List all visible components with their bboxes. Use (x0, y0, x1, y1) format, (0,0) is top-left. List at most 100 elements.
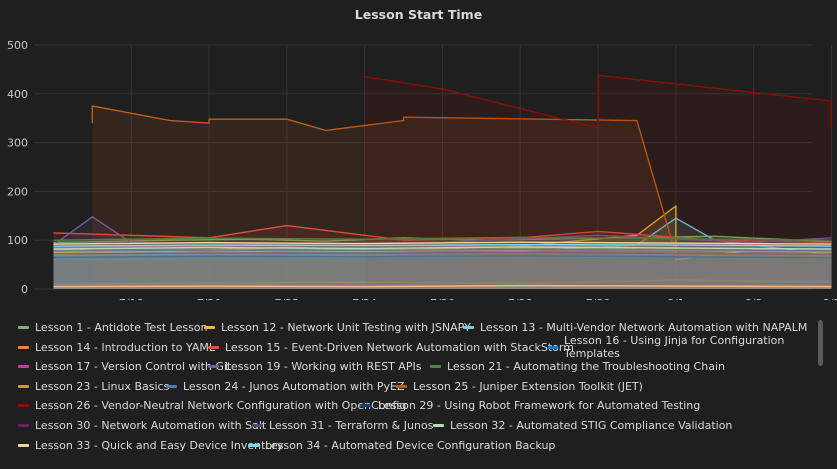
series-line (53, 246, 832, 250)
legend-item[interactable]: Lesson 29 - Using Robot Framework for Au… (361, 396, 700, 415)
legend-label: Lesson 30 - Network Automation with Salt (35, 419, 267, 432)
legend-label: Lesson 29 - Using Robot Framework for Au… (378, 399, 701, 413)
line-chart[interactable]: 0 100 200 300 400 500 7/18 7/20 7/22 7/24 7/26 7/28… (0, 0, 837, 300)
x-tick-label: 7/20 (197, 297, 222, 300)
legend-item[interactable]: Lesson 26 - Vendor-Neutral Network Confi… (18, 396, 406, 415)
legend-swatch (18, 326, 29, 329)
chart-legend: Lesson 1 - Antidote Test Lesson Lesson 12… (18, 318, 818, 464)
legend-item[interactable]: Lesson 24 - Junos Automation with PyEZ (166, 377, 405, 396)
series-line (91, 105, 832, 256)
y-tick-label: 500 (7, 39, 28, 52)
x-tick-label: 8/3 (745, 297, 763, 300)
legend-item[interactable]: Lesson 13 - Multi-Vendor Network Automat… (463, 318, 807, 337)
legend-swatch (18, 424, 29, 427)
x-tick-label: 7/28 (508, 297, 533, 300)
legend-item[interactable]: Lesson 33 - Quick and Easy Device Invent… (18, 436, 283, 455)
legend-label: Lesson 1 - Antidote Test Lesson (35, 321, 208, 334)
legend-swatch (204, 326, 215, 329)
legend-label: Lesson 16 - Using Jinja for Configuratio… (563, 334, 785, 361)
series-line (53, 248, 832, 252)
series-area (53, 255, 832, 289)
panel-title[interactable]: Lesson Start Time (354, 7, 483, 22)
legend-swatch (208, 345, 219, 349)
x-tick-label: 7/24 (352, 297, 377, 300)
series-area (53, 252, 832, 289)
legend-swatch (18, 365, 29, 369)
legend-item[interactable]: Lesson 21 - Automating the Troubleshooti… (430, 357, 725, 376)
legend-label: Lesson 26 - Vendor-Neutral Network Confi… (35, 399, 407, 413)
legend-swatch (548, 345, 558, 349)
legend-label: Lesson 25 - Juniper Extension Toolkit (J… (413, 379, 643, 393)
y-tick-label: 100 (7, 234, 28, 247)
legend-swatch (18, 443, 29, 447)
series-line (53, 243, 832, 249)
legend-label: Lesson 23 - Linux Basics (35, 379, 170, 393)
series-line (53, 251, 832, 256)
legend-swatch (166, 384, 177, 388)
series-area (53, 249, 832, 289)
legend-item[interactable]: Lesson 34 - Automated Device Configurati… (248, 436, 555, 455)
x-tick-label: 7/18 (119, 297, 144, 300)
series-area (53, 206, 832, 289)
legend-item[interactable]: Lesson 30 - Network Automation with Salt (18, 416, 266, 435)
legend-label: Lesson 24 - Junos Automation with PyEZ (183, 379, 405, 393)
series-line (364, 74, 833, 129)
y-tick-label: 200 (7, 185, 28, 198)
legend-swatch (18, 384, 29, 388)
legend-label: Lesson 17 - Version Control with Git (35, 360, 232, 374)
legend-item[interactable]: Lesson 14 - Introduction to YAML (18, 338, 215, 357)
legend-swatch (396, 384, 407, 388)
series-line (53, 236, 832, 241)
legend-swatch (361, 404, 372, 408)
legend-item[interactable]: Lesson 15 - Event-Driven Network Automat… (208, 338, 574, 357)
legend-item[interactable]: Lesson 25 - Juniper Extension Toolkit (J… (396, 377, 643, 396)
legend-item[interactable]: Lesson 1 - Antidote Test Lesson (18, 318, 208, 337)
legend-item[interactable]: Lesson 31 - Terraform & Junos (252, 416, 433, 435)
legend-label: Lesson 13 - Multi-Vendor Network Automat… (480, 321, 808, 334)
legend-swatch (430, 365, 441, 369)
series-line (53, 241, 832, 245)
series-area (53, 247, 832, 289)
legend-item[interactable]: Lesson 12 - Network Unit Testing with JS… (204, 318, 471, 337)
legend-label: Lesson 12 - Network Unit Testing with JS… (221, 321, 471, 334)
legend-label: Lesson 34 - Automated Device Configurati… (265, 438, 556, 452)
legend-scrollbar[interactable] (818, 320, 823, 366)
legend-item[interactable]: Lesson 23 - Linux Basics (18, 377, 169, 396)
x-tick-label: 8/5 (823, 297, 837, 300)
legend-item[interactable]: Lesson 16 - Using Jinja for Configuratio… (548, 334, 818, 360)
series-area (53, 244, 832, 289)
legend-swatch (463, 326, 474, 329)
legend-swatch (433, 424, 444, 427)
x-tick-label: 8/1 (667, 297, 685, 300)
series-area (364, 75, 832, 289)
legend-label: Lesson 19 - Working with REST APIs (225, 360, 422, 374)
series-line (53, 224, 832, 244)
legend-swatch (248, 443, 259, 447)
legend-swatch (18, 345, 29, 349)
series-area (53, 252, 832, 289)
series-area (53, 242, 832, 289)
series-line (53, 255, 832, 259)
legend-swatch (252, 424, 263, 427)
x-tick-label: 7/22 (274, 297, 299, 300)
series-area (53, 249, 832, 289)
y-tick-label: 0 (21, 283, 28, 296)
legend-item[interactable]: Lesson 17 - Version Control with Git (18, 357, 231, 376)
legend-label: Lesson 21 - Automating the Troubleshooti… (447, 360, 725, 374)
y-tick-label: 300 (7, 137, 28, 150)
legend-label: Lesson 32 - Automated STIG Compliance Va… (450, 419, 733, 432)
legend-swatch (18, 404, 29, 408)
series-line (53, 279, 832, 285)
series-area (53, 256, 832, 289)
legend-label: Lesson 31 - Terraform & Junos (269, 419, 434, 432)
legend-item[interactable]: Lesson 32 - Automated STIG Compliance Va… (433, 416, 732, 435)
x-tick-label: 7/30 (586, 297, 611, 300)
series-line (53, 284, 832, 288)
series-line (53, 243, 832, 247)
x-tick-label: 7/26 (430, 297, 455, 300)
legend-label: Lesson 33 - Quick and Easy Device Invent… (35, 438, 284, 452)
legend-label: Lesson 14 - Introduction to YAML (35, 340, 215, 354)
legend-item[interactable]: Lesson 19 - Working with REST APIs (208, 357, 421, 376)
y-tick-label: 400 (7, 88, 28, 101)
